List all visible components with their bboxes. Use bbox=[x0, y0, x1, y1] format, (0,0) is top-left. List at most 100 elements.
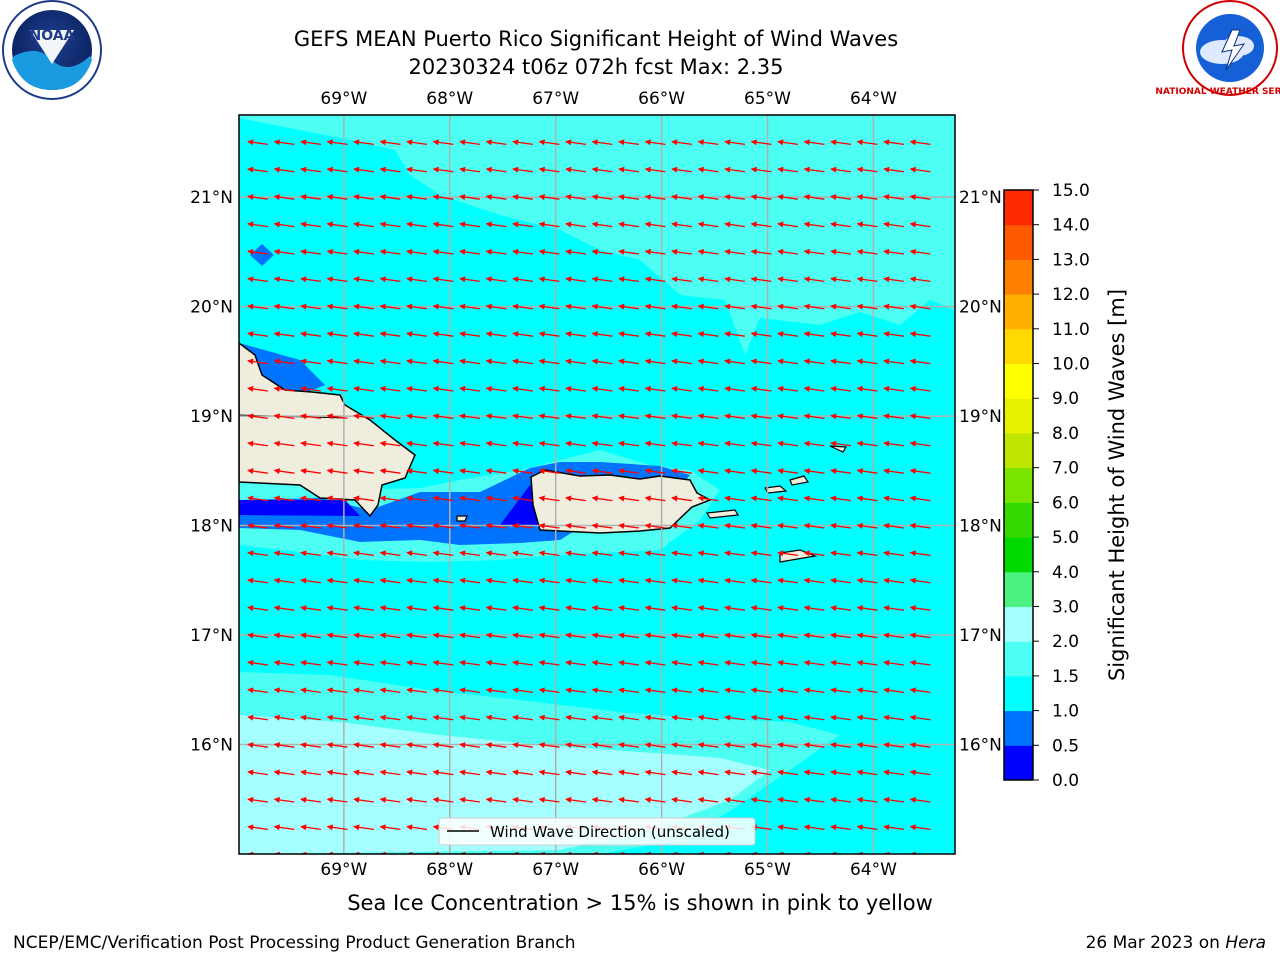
wave-arrow-head bbox=[777, 248, 784, 255]
wave-arrow-head bbox=[459, 440, 466, 447]
wave-arrow-head bbox=[326, 303, 333, 310]
wave-arrow-head bbox=[724, 194, 731, 201]
wave-arrow-head bbox=[273, 742, 280, 749]
wave-arrow bbox=[750, 659, 772, 666]
wave-arrow bbox=[883, 824, 904, 831]
wave-arrow-head bbox=[618, 577, 625, 584]
wave-arrow-head bbox=[300, 303, 307, 310]
wave-arrow-head bbox=[459, 303, 466, 310]
wave-arrow bbox=[326, 605, 348, 612]
wave-arrow-head bbox=[803, 331, 810, 338]
wave-arrow bbox=[432, 632, 454, 639]
wave-arrow-head bbox=[353, 303, 360, 310]
wave-arrow-head bbox=[538, 851, 545, 854]
wave-arrow bbox=[856, 221, 878, 228]
wave-arrow bbox=[856, 522, 878, 529]
wave-arrow bbox=[326, 796, 348, 803]
wave-arrow-head bbox=[273, 331, 280, 338]
wave-arrow bbox=[379, 714, 401, 721]
wave-arrow-head bbox=[300, 413, 307, 420]
colorbar-segment bbox=[1004, 294, 1033, 330]
wave-arrow bbox=[618, 769, 639, 776]
wave-arrow bbox=[565, 166, 586, 173]
wave-arrow-head bbox=[830, 550, 837, 557]
wave-arrow-head bbox=[300, 687, 307, 694]
wave-arrow-head bbox=[353, 495, 360, 502]
wave-arrow-head bbox=[856, 851, 863, 854]
wave-arrow-head bbox=[300, 714, 307, 721]
colorbar-segment bbox=[1004, 432, 1033, 469]
wave-arrow bbox=[432, 221, 454, 228]
wave-arrow-head bbox=[697, 385, 704, 392]
wave-arrow bbox=[803, 385, 825, 392]
wave-arrow-head bbox=[459, 194, 466, 201]
wave-arrow-head bbox=[459, 851, 466, 854]
wave-arrow-head bbox=[459, 221, 466, 228]
wave-arrow-head bbox=[883, 851, 890, 854]
wave-arrow-head bbox=[406, 577, 413, 584]
wave-arrow bbox=[856, 687, 878, 694]
wave-arrow bbox=[459, 440, 480, 447]
wave-arrow-head bbox=[353, 276, 360, 283]
wave-arrow-head bbox=[432, 276, 439, 283]
wave-arrow bbox=[538, 577, 560, 584]
wave-arrow-head bbox=[565, 358, 572, 365]
wave-arrow-head bbox=[830, 687, 837, 694]
wave-arrow bbox=[512, 522, 533, 529]
wave-arrow bbox=[697, 221, 719, 228]
wave-arrow-head bbox=[485, 331, 492, 338]
wave-arrow bbox=[459, 522, 480, 529]
wave-arrow bbox=[830, 687, 851, 694]
wave-arrow bbox=[830, 714, 851, 721]
wave-arrow bbox=[273, 194, 295, 201]
wave-arrow-head bbox=[671, 714, 678, 721]
wave-arrow bbox=[830, 742, 851, 749]
wave-arrow bbox=[724, 166, 745, 173]
y-tick-label-right: 18°N bbox=[959, 517, 1002, 537]
wave-arrow bbox=[326, 413, 348, 420]
wave-arrow bbox=[803, 687, 825, 694]
wave-arrow-head bbox=[909, 851, 916, 854]
wave-arrow-head bbox=[724, 659, 731, 666]
wave-arrow bbox=[406, 194, 427, 201]
colorbar-tick-label: 10.0 bbox=[1052, 355, 1090, 375]
wave-arrow-head bbox=[724, 385, 731, 392]
wave-arrow-head bbox=[247, 331, 254, 338]
wave-arrow-head bbox=[777, 687, 784, 694]
wave-arrow-head bbox=[750, 221, 757, 228]
wave-arrow bbox=[724, 331, 745, 338]
wave-arrow-head bbox=[538, 385, 545, 392]
wave-arrow-head bbox=[565, 577, 572, 584]
wave-arrow-head bbox=[300, 276, 307, 283]
wave-arrow bbox=[247, 468, 268, 475]
wave-arrow bbox=[909, 742, 931, 749]
legend-label: Wind Wave Direction (unscaled) bbox=[490, 823, 730, 841]
wave-arrow bbox=[618, 550, 639, 557]
colorbar-segment bbox=[1004, 224, 1033, 260]
wave-arrow-head bbox=[565, 385, 572, 392]
wave-arrow bbox=[909, 522, 931, 529]
wave-arrow bbox=[459, 687, 480, 694]
wave-arrow bbox=[485, 495, 507, 502]
wave-arrow-head bbox=[485, 495, 492, 502]
colorbar-tick-label: 6.0 bbox=[1052, 493, 1079, 513]
wave-arrow-head bbox=[565, 522, 572, 529]
wave-arrow bbox=[512, 139, 533, 146]
wave-arrow-head bbox=[803, 714, 810, 721]
wave-arrow bbox=[432, 577, 454, 584]
wave-arrow bbox=[591, 714, 613, 721]
wave-arrow-head bbox=[353, 769, 360, 776]
wave-arrow bbox=[724, 550, 745, 557]
wave-arrow bbox=[724, 385, 745, 392]
wave-arrow-head bbox=[485, 796, 492, 803]
wave-arrow-head bbox=[777, 221, 784, 228]
wave-arrow bbox=[697, 440, 719, 447]
wave-arrow bbox=[883, 385, 904, 392]
wave-arrow bbox=[379, 468, 401, 475]
wave-arrow-head bbox=[724, 139, 731, 146]
wave-arrow-head bbox=[247, 303, 254, 310]
wave-arrow bbox=[432, 659, 454, 666]
wave-arrow bbox=[777, 248, 798, 255]
wave-arrow-head bbox=[777, 139, 784, 146]
wave-arrow-head bbox=[697, 194, 704, 201]
